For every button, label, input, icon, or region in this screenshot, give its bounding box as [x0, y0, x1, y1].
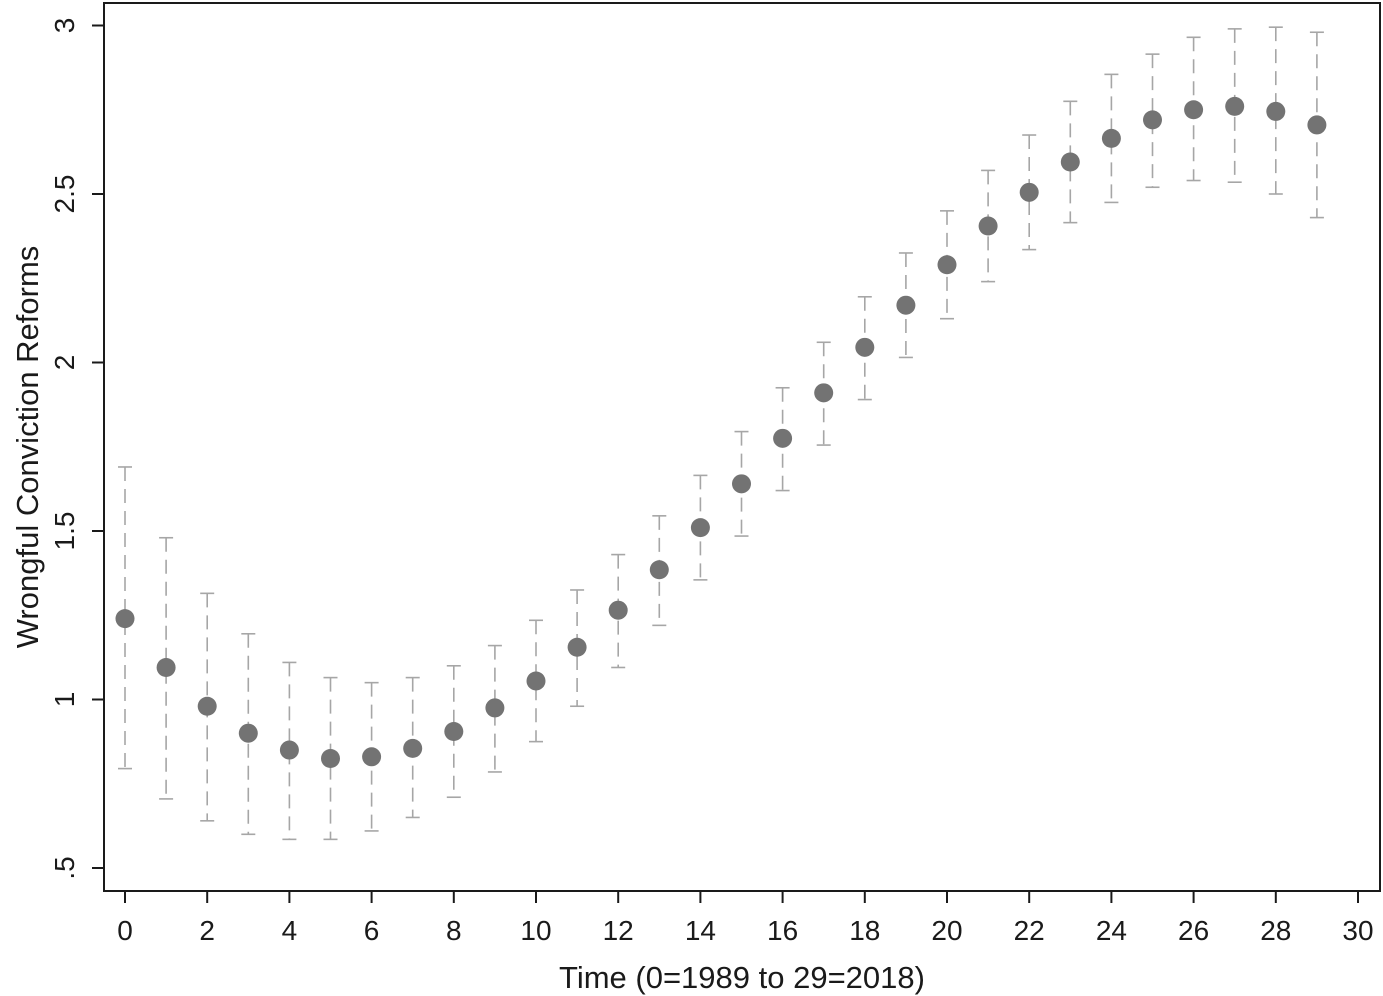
data-point-13: [649, 560, 669, 580]
error-bar-11: [570, 589, 585, 708]
error-bar-28: [1268, 26, 1283, 195]
data-point-25: [1143, 110, 1162, 130]
x-tick-label-3: 6: [364, 915, 380, 946]
y-tick-label-2: 1.5: [49, 512, 80, 551]
x-tick-label-12: 24: [1096, 915, 1127, 946]
data-point-6: [362, 747, 382, 767]
error-bar-24: [1104, 73, 1119, 204]
y-tick-label-4: 2.5: [49, 175, 80, 214]
error-bar-5: [323, 676, 338, 841]
x-tick-label-13: 26: [1178, 915, 1209, 946]
data-point-8: [444, 722, 464, 742]
data-point-19: [896, 295, 916, 315]
x-tick-label-10: 20: [931, 915, 962, 946]
x-axis: 0 2 4 6 8 10 12 14 16 18 20 22 24 26 28 30: [117, 891, 1374, 946]
data-point-11: [567, 637, 587, 657]
data-point-2: [197, 696, 217, 716]
data-point-28: [1266, 101, 1286, 121]
x-tick-label-7: 14: [685, 915, 716, 946]
x-tick-label-6: 12: [603, 915, 634, 946]
data-point-9: [485, 698, 505, 718]
data-point-27: [1225, 96, 1245, 116]
x-tick-label-5: 10: [520, 915, 551, 946]
y-tick-label-0: .5: [49, 856, 80, 879]
y-axis-title: Wrongful Conviction Reforms: [10, 246, 45, 649]
data-point-4: [279, 740, 299, 760]
data-point-3: [238, 723, 258, 743]
y-tick-label-3: 2: [49, 355, 80, 371]
error-bar-8: [446, 664, 461, 799]
data-point-24: [1101, 128, 1121, 148]
error-bars: [118, 26, 1324, 841]
error-bar-23: [1063, 100, 1078, 224]
x-tick-label-4: 8: [446, 915, 462, 946]
data-point-16: [773, 428, 793, 448]
data-points: [115, 96, 1327, 768]
data-point-26: [1184, 100, 1204, 120]
data-point-20: [937, 255, 957, 275]
error-bar-10: [529, 619, 543, 743]
error-bar-1: [159, 536, 174, 800]
y-tick-label-1: 1: [49, 692, 80, 708]
y-axis: .5 1 1.5 2 2.5 3: [49, 18, 104, 880]
error-bar-0: [118, 466, 132, 770]
x-tick-label-9: 18: [849, 915, 880, 946]
x-axis-title: Time (0=1989 to 29=2018): [559, 960, 925, 995]
x-tick-label-11: 22: [1014, 915, 1045, 946]
data-point-21: [978, 216, 998, 236]
data-point-1: [156, 657, 176, 677]
data-point-17: [814, 383, 834, 403]
x-tick-label-1: 2: [199, 915, 215, 946]
y-tick-label-5: 3: [49, 18, 80, 34]
data-point-29: [1307, 115, 1327, 135]
data-point-23: [1060, 152, 1080, 172]
data-point-14: [690, 518, 710, 538]
x-tick-label-2: 4: [282, 915, 298, 946]
x-tick-label-8: 16: [767, 915, 798, 946]
data-point-0: [115, 609, 135, 629]
x-tick-label-0: 0: [117, 915, 133, 946]
data-point-12: [608, 600, 628, 620]
data-point-7: [403, 738, 423, 758]
data-point-22: [1019, 182, 1039, 202]
x-tick-label-14: 28: [1260, 915, 1291, 946]
x-tick-label-15: 30: [1342, 915, 1373, 946]
error-bar-9: [487, 644, 502, 773]
data-point-10: [526, 671, 546, 691]
plot-frame: [103, 2, 1381, 892]
data-point-15: [732, 474, 751, 494]
data-point-5: [321, 748, 340, 768]
data-point-18: [855, 337, 875, 357]
